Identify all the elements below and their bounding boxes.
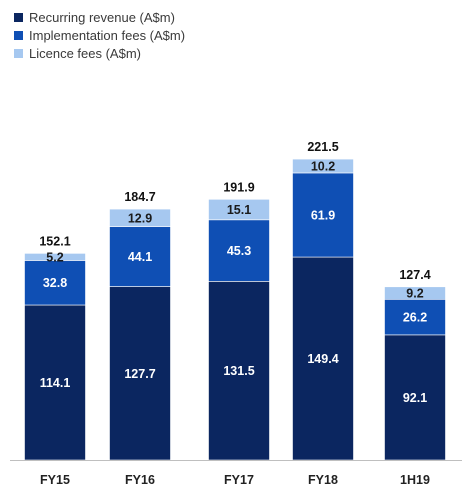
legend-swatch-licence <box>14 48 23 58</box>
bar-fy15-licence <box>24 253 86 261</box>
bar-label-fy18-licence: 10.2 <box>311 160 335 174</box>
bar-label-fy16-implementation: 44.1 <box>128 250 152 264</box>
legend-swatch-recurring <box>14 12 23 22</box>
x-tick-label-fy18: FY18 <box>308 473 338 487</box>
bar-1h19-implementation <box>384 298 446 336</box>
bar-label-fy15-licence: 5.2 <box>46 250 63 264</box>
bar-label-fy18-implementation: 61.9 <box>311 208 335 222</box>
x-tick-label-fy16: FY16 <box>125 473 155 487</box>
bar-label-fy17-licence: 15.1 <box>227 203 251 217</box>
bar-fy15-implementation <box>24 260 86 306</box>
bar-label-1h19-recurring: 92.1 <box>403 391 427 405</box>
bar-1h19-recurring <box>384 334 446 461</box>
total-label-fy18: 221.5 <box>307 140 338 154</box>
total-label-fy17: 191.9 <box>223 180 254 194</box>
bar-fy16-recurring <box>109 286 171 461</box>
legend-label-licence: Licence fees (A$m) <box>29 45 141 61</box>
chart-legend: Recurring revenue (A$m) Implementation f… <box>14 8 185 62</box>
bar-label-fy16-licence: 12.9 <box>128 211 152 225</box>
legend-swatch-implementation <box>14 30 23 40</box>
bar-fy17-licence <box>208 199 270 221</box>
total-label-fy16: 184.7 <box>124 190 155 204</box>
x-tick-label-1h19: 1H19 <box>400 473 430 487</box>
legend-item-implementation: Implementation fees (A$m) <box>14 26 185 44</box>
bar-1h19-licence <box>384 286 446 300</box>
x-tick-label-fy17: FY17 <box>224 473 254 487</box>
bar-label-1h19-licence: 9.2 <box>406 287 423 301</box>
total-label-1h19: 127.4 <box>399 268 430 282</box>
bar-fy18-recurring <box>292 256 354 461</box>
bar-label-fy17-recurring: 131.5 <box>223 364 254 378</box>
legend-item-licence: Licence fees (A$m) <box>14 44 185 62</box>
bar-label-fy16-recurring: 127.7 <box>124 367 155 381</box>
bar-fy17-recurring <box>208 281 270 461</box>
bar-label-fy18-recurring: 149.4 <box>307 352 338 366</box>
legend-label-recurring: Recurring revenue (A$m) <box>29 9 175 25</box>
legend-item-recurring: Recurring revenue (A$m) <box>14 8 185 26</box>
total-label-fy15: 152.1 <box>39 234 70 248</box>
bar-label-1h19-implementation: 26.2 <box>403 311 427 325</box>
bar-fy18-licence <box>292 158 354 174</box>
bar-fy18-implementation <box>292 172 354 258</box>
bar-fy17-implementation <box>208 219 270 282</box>
legend-label-implementation: Implementation fees (A$m) <box>29 27 186 43</box>
bar-label-fy15-recurring: 114.1 <box>40 376 71 390</box>
x-tick-label-fy15: FY15 <box>40 473 70 487</box>
bar-fy16-licence <box>109 208 171 227</box>
bar-label-fy17-implementation: 45.3 <box>227 244 251 258</box>
bar-label-fy15-implementation: 32.8 <box>43 276 67 290</box>
